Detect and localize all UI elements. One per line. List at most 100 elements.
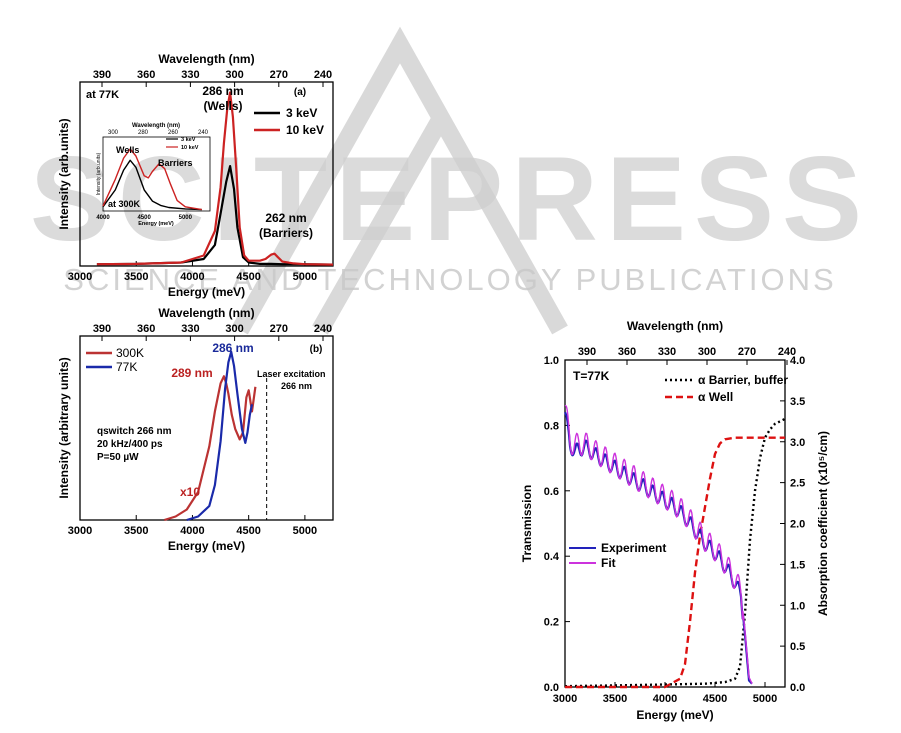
inset-label-wells: Wells (116, 145, 139, 155)
legend-entry: 3 keV (286, 106, 317, 120)
y2-tick-label: 2.0 (790, 519, 805, 531)
inset-label-barriers: Barriers (158, 158, 193, 168)
y-tick-label: 0.8 (544, 420, 559, 432)
annotation-peak-77k: 286 nm (212, 341, 253, 355)
annotation-temperature: at 77K (86, 89, 119, 101)
top-tick-label: 240 (314, 69, 332, 81)
x-tick-label: 4000 (653, 693, 677, 705)
x-axis-label: Energy (meV) (168, 539, 245, 553)
top-tick-label: 330 (658, 346, 676, 358)
panel-label: (b) (310, 344, 323, 355)
y-tick-label: 0.2 (544, 617, 559, 629)
plot-frame (79, 335, 334, 521)
y2-tick-label: 4.0 (790, 355, 805, 367)
y-axis-label: Transmission (520, 485, 534, 562)
x-tick-label: 3500 (124, 525, 148, 537)
top-axis-label: Wavelength (nm) (627, 319, 723, 333)
annotation-peak-300k: 289 nm (171, 366, 212, 380)
legend-entry: α Barrier, buffer (698, 373, 788, 387)
annotation-barriers: (Barriers) (259, 226, 313, 240)
annotation-laser-excitation: Laser excitation (257, 369, 326, 379)
watermark-logo-shape (232, 26, 568, 335)
inset-top-tick-label: 280 (138, 130, 149, 136)
y2-tick-label: 3.5 (790, 396, 805, 408)
series-line-alpha-barrier (564, 417, 786, 688)
x-tick-label: 3000 (68, 271, 92, 283)
top-tick-label: 270 (270, 69, 288, 81)
y-axis-label: Intensity (arbitrary units) (57, 357, 71, 498)
y2-axis-label: Absorption coefficient (x10⁵/cm) (816, 431, 830, 616)
x-tick-label: 3000 (68, 525, 92, 537)
x-tick-label: 4000 (180, 525, 204, 537)
inset-top-axis-label: Wavelength (nm) (132, 123, 180, 129)
inset-x-tick-label: 4500 (137, 215, 151, 221)
watermark-logo-text: SCITEPRESS (30, 132, 870, 266)
inset-x-tick-label: 4000 (96, 215, 110, 221)
inset-top-tick-label: 240 (198, 130, 209, 136)
y2-tick-label: 0.5 (790, 641, 805, 653)
legend-entry: Experiment (601, 541, 666, 555)
legend-entry: 77K (116, 360, 137, 374)
inset-x-axis-label: Energy (meV) (138, 221, 174, 227)
x-tick-label: 5000 (753, 693, 777, 705)
top-tick-label: 330 (181, 323, 199, 335)
y2-tick-label: 0.0 (790, 682, 805, 694)
inset-frame (102, 136, 211, 212)
annotation-temperature: T=77K (573, 369, 610, 383)
top-tick-label: 240 (314, 323, 332, 335)
top-tick-label: 360 (618, 346, 636, 358)
top-tick-label: 390 (93, 69, 111, 81)
legend-entry: 300K (116, 346, 144, 360)
inset-top-tick-label: 300 (108, 130, 119, 136)
x-axis-label: Energy (meV) (636, 708, 713, 722)
annotation-scale-factor: x10 (180, 485, 200, 499)
x-tick-label: 3500 (603, 693, 627, 705)
x-tick-label: 4500 (236, 271, 260, 283)
top-tick-label: 300 (225, 323, 243, 335)
y2-tick-label: 1.0 (790, 600, 805, 612)
series-line-77k (186, 350, 254, 522)
annotation-qswitch: qswitch 266 nm (97, 426, 172, 437)
series-line-alpha-well (565, 436, 785, 689)
top-tick-label: 300 (225, 69, 243, 81)
series-line-10kev (96, 91, 334, 266)
x-tick-label: 4000 (180, 271, 204, 283)
x-tick-label: 4500 (703, 693, 727, 705)
top-tick-label: 360 (137, 323, 155, 335)
x-tick-label: 5000 (293, 271, 317, 283)
y-tick-label: 0.6 (544, 486, 559, 498)
y2-tick-label: 2.5 (790, 478, 805, 490)
inset-series-line-10kev (102, 148, 202, 211)
top-tick-label: 390 (93, 323, 111, 335)
top-axis-label: Wavelength (nm) (158, 52, 254, 66)
annotation-wells-wavelength: 286 nm (202, 84, 243, 98)
x-tick-label: 3000 (553, 693, 577, 705)
top-axis-label: Wavelength (nm) (158, 306, 254, 320)
legend-entry: 10 keV (286, 123, 324, 137)
y-axis-label: Intensity (arb.units) (57, 118, 71, 229)
series-line-fit (564, 405, 753, 684)
x-tick-label: 4500 (236, 525, 260, 537)
watermark-tagline: SCIENCE AND TECHNOLOGY PUBLICATIONS (63, 262, 836, 297)
legend-entry: Fit (601, 556, 616, 570)
top-tick-label: 270 (270, 323, 288, 335)
series-line-3kev (96, 165, 334, 266)
annotation-repetition: 20 kHz/400 ps (97, 439, 163, 450)
inset-top-tick-label: 260 (168, 130, 179, 136)
top-tick-label: 270 (738, 346, 756, 358)
top-tick-label: 360 (137, 69, 155, 81)
top-tick-label: 330 (181, 69, 199, 81)
top-tick-label: 390 (578, 346, 596, 358)
x-tick-label: 3500 (124, 271, 148, 283)
inset-legend-entry: 10 keV (181, 145, 199, 151)
x-axis-label: Energy (meV) (168, 285, 245, 299)
top-tick-label: 300 (698, 346, 716, 358)
series-line-300k (163, 375, 257, 522)
panel-label: (a) (294, 87, 306, 98)
top-tick-label: 240 (778, 346, 796, 358)
annotation-power: P=50 µW (97, 452, 139, 463)
